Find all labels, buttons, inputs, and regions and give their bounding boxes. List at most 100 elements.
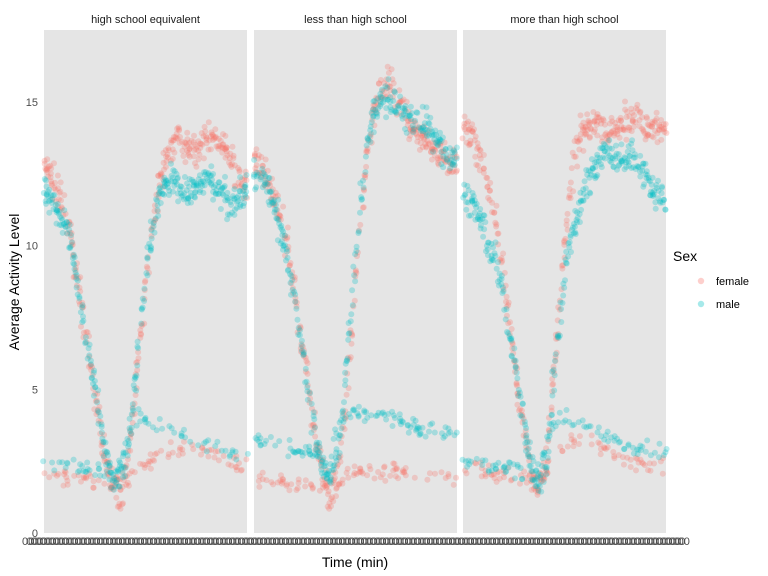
data-point [105, 458, 112, 464]
data-point [476, 167, 483, 174]
data-point [604, 444, 611, 451]
data-point [484, 184, 491, 191]
x-tick-label: 00 [150, 536, 162, 548]
data-point [526, 457, 533, 464]
data-point [606, 132, 613, 138]
data-point [188, 143, 195, 150]
data-point [292, 298, 299, 305]
data-point [333, 430, 340, 437]
data-point [480, 152, 487, 158]
data-point [335, 481, 342, 488]
data-point [88, 367, 95, 373]
data-point [365, 137, 372, 144]
data-point [492, 462, 499, 469]
data-point [642, 171, 649, 178]
data-point [608, 128, 615, 135]
data-point [437, 153, 444, 160]
data-point [393, 466, 400, 473]
data-point [295, 448, 302, 455]
data-point [98, 442, 105, 449]
x-tick-label: 00 [427, 536, 439, 548]
x-tick-label: 00 [277, 536, 289, 548]
data-point [396, 99, 403, 106]
data-point [629, 147, 636, 154]
data-point [163, 153, 170, 160]
data-point [336, 481, 343, 488]
data-point [414, 109, 421, 116]
data-point [593, 173, 600, 180]
data-point [261, 441, 268, 447]
data-point [645, 122, 652, 129]
data-point [338, 433, 345, 440]
data-point [97, 413, 104, 420]
data-point [551, 387, 558, 394]
data-point [481, 226, 488, 233]
data-point [617, 114, 624, 121]
data-point [529, 454, 536, 460]
data-point [156, 182, 163, 189]
data-point [279, 226, 285, 233]
data-point [465, 187, 472, 194]
data-point [531, 485, 537, 492]
data-point [286, 487, 293, 494]
data-point [363, 147, 370, 154]
data-point [625, 143, 632, 150]
data-point [240, 188, 246, 195]
data-point [437, 129, 443, 136]
data-point [558, 319, 565, 325]
x-tick-label: 00 [383, 536, 395, 548]
data-point [171, 149, 178, 156]
data-point [634, 446, 640, 453]
data-point [448, 161, 455, 168]
data-point [401, 469, 408, 476]
data-point [535, 481, 542, 488]
data-point [289, 273, 296, 280]
data-point [289, 286, 296, 293]
data-point [600, 140, 607, 147]
data-point [297, 345, 304, 352]
data-point [225, 195, 232, 202]
data-point [437, 142, 444, 149]
data-point [411, 474, 418, 481]
data-point [187, 438, 194, 445]
data-point [462, 467, 469, 474]
data-point [271, 197, 278, 204]
data-point [425, 141, 432, 148]
data-point [500, 250, 507, 257]
data-point [403, 112, 410, 119]
data-point [504, 329, 510, 335]
data-point [410, 126, 417, 133]
data-point [444, 156, 451, 162]
data-point [505, 320, 512, 327]
data-point [627, 464, 634, 470]
x-tick-label: 00 [53, 536, 65, 548]
data-point [324, 471, 331, 477]
data-point [517, 393, 524, 400]
data-point [608, 434, 615, 441]
data-point [177, 444, 184, 451]
data-point [554, 317, 561, 324]
data-point [557, 443, 564, 450]
data-point [278, 480, 285, 487]
data-point [594, 172, 601, 179]
data-point [210, 133, 217, 140]
data-point [131, 469, 138, 476]
x-tick-label: 00 [198, 536, 210, 548]
data-point [593, 159, 600, 165]
data-point [211, 135, 218, 142]
data-point [399, 115, 406, 122]
data-point [597, 161, 604, 168]
legend: Sex female male [673, 248, 749, 311]
data-point [577, 189, 584, 196]
data-point [268, 188, 275, 195]
x-tick-label: 00 [35, 536, 47, 548]
data-point [599, 138, 606, 145]
data-point [463, 206, 470, 213]
data-point [377, 77, 384, 83]
data-point [491, 209, 498, 216]
data-point [335, 435, 342, 442]
data-point [205, 453, 212, 460]
data-point [372, 106, 379, 113]
data-point [160, 183, 166, 190]
data-point [545, 457, 552, 464]
